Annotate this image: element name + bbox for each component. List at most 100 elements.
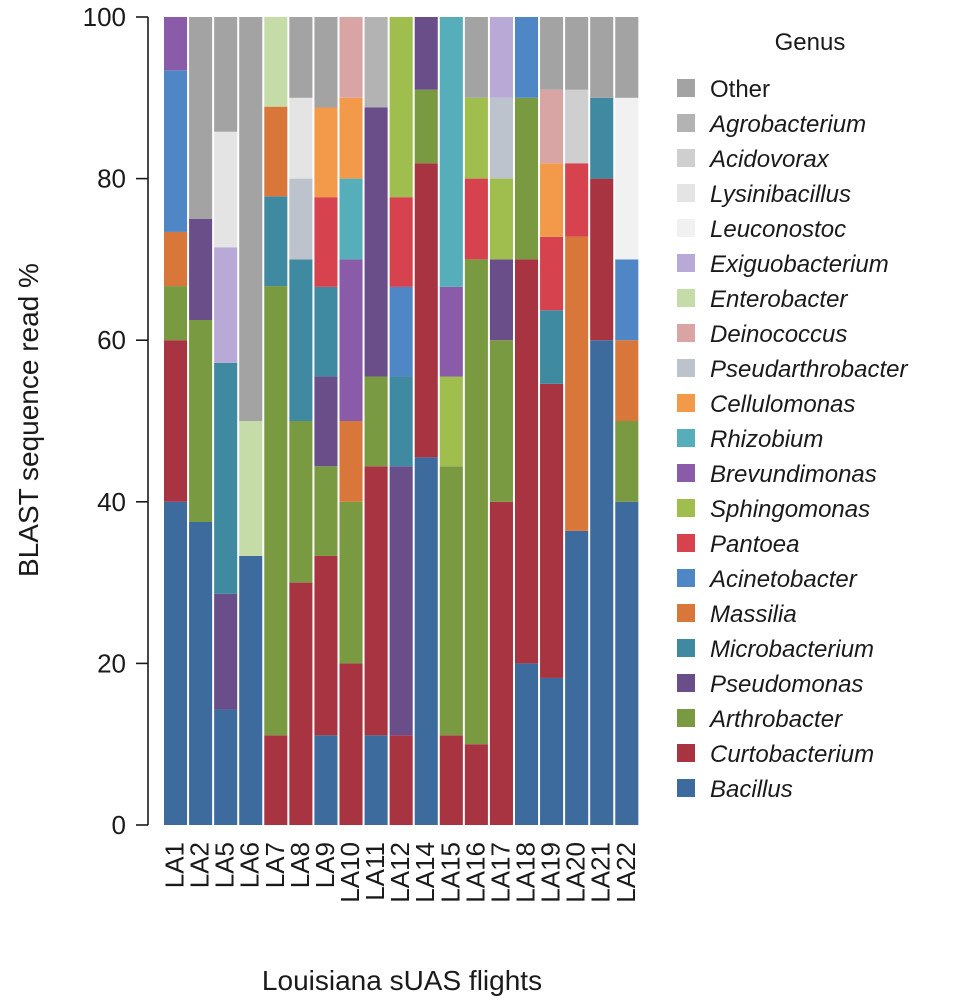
bar-segment-la2-bacillus <box>189 522 213 825</box>
bar-segment-la6-bacillus <box>239 555 263 825</box>
bar-segment-la9-microbacterium <box>314 286 338 377</box>
bar-segment-la15-brevundimonas <box>439 286 463 377</box>
bar-segment-la17-exiguobacterium <box>489 17 513 98</box>
bar-segment-la9-pantoea <box>314 197 338 287</box>
bar-stack-la19 <box>540 17 564 825</box>
legend-label-bacillus: Bacillus <box>710 776 793 803</box>
y-tick-label-60: 60 <box>97 325 126 355</box>
y-tick-label-20: 20 <box>97 648 126 678</box>
legend-item-acidovorax: Acidovorax <box>677 146 830 173</box>
bar-stack-la21 <box>590 17 614 825</box>
bar-segment-la20-massilia <box>565 236 589 531</box>
legend-label-pantoea: Pantoea <box>710 531 799 558</box>
x-tick-label-la15: LA15 <box>435 842 465 903</box>
bar-segment-la8-microbacterium <box>289 259 313 421</box>
bar-stack-la16 <box>464 17 488 825</box>
legend-swatch-microbacterium <box>677 639 695 657</box>
x-tick-label-la14: LA14 <box>410 842 440 903</box>
legend-label-arthrobacter: Arthrobacter <box>708 706 843 733</box>
legend-swatch-sphingomonas <box>677 499 695 517</box>
legend-label-massilia: Massilia <box>710 601 797 628</box>
bar-segment-la22-massilia <box>615 340 639 421</box>
bar-segment-la11-arthrobacter <box>364 376 388 467</box>
legend-label-rhizobium: Rhizobium <box>710 426 823 453</box>
bar-stack-la5 <box>214 17 238 825</box>
x-tick-label-la12: LA12 <box>385 842 415 903</box>
legend-label-exiguobacterium: Exiguobacterium <box>710 251 889 278</box>
bar-segment-la8-curtobacterium <box>289 582 313 825</box>
legend-label-cellulomonas: Cellulomonas <box>710 391 855 418</box>
bar-segment-la8-other <box>289 17 313 98</box>
x-tick-label-la19: LA19 <box>536 842 566 903</box>
x-tick-label-la9: LA9 <box>310 842 340 888</box>
bar-segment-la18-acinetobacter <box>514 17 539 98</box>
bar-segment-la19-curtobacterium <box>540 383 564 678</box>
bar-segment-la12-pseudomonas <box>389 466 413 736</box>
bar-segment-la10-brevundimonas <box>339 259 363 421</box>
bar-segment-la10-curtobacterium <box>339 663 363 825</box>
bar-segment-la5-lysinibacillus <box>214 131 238 248</box>
x-axis: LA1LA2LA5LA6LA7LA8LA9LA10LA11LA12LA14LA1… <box>160 842 641 903</box>
bar-stack-la10 <box>339 17 363 825</box>
bar-segment-la5-microbacterium <box>214 362 238 594</box>
legend-swatch-lysinibacillus <box>677 184 695 202</box>
legend-swatch-exiguobacterium <box>677 254 695 272</box>
bar-segment-la22-bacillus <box>615 501 639 825</box>
bar-segment-la1-bacillus <box>164 501 188 825</box>
x-tick-label-la18: LA18 <box>511 842 541 903</box>
legend-label-leuconostoc: Leuconostoc <box>710 216 846 243</box>
bar-segment-la18-bacillus <box>514 663 539 825</box>
bar-stack-la6 <box>239 17 263 825</box>
bar-segment-la9-pseudomonas <box>314 376 338 467</box>
bar-segment-la1-curtobacterium <box>164 340 188 502</box>
legend-swatch-rhizobium <box>677 429 695 447</box>
bar-stack-la7 <box>264 17 288 825</box>
bar-segment-la12-pantoea <box>389 197 413 287</box>
bar-segment-la8-lysinibacillus <box>289 97 313 179</box>
bar-segment-la15-rhizobium <box>439 17 463 287</box>
legend-item-curtobacterium: Curtobacterium <box>677 741 874 768</box>
x-tick-label-la22: LA22 <box>611 842 641 903</box>
legend-label-acidovorax: Acidovorax <box>708 146 830 173</box>
bar-segment-la5-pseudomonas <box>214 593 238 710</box>
bar-segment-la17-pseudomonas <box>489 259 513 341</box>
bar-segment-la6-other <box>239 17 263 421</box>
x-tick-label-la5: LA5 <box>210 842 240 888</box>
bar-segment-la10-rhizobium <box>339 178 363 260</box>
bar-segment-la19-cellulomonas <box>540 163 564 237</box>
legend-label-curtobacterium: Curtobacterium <box>710 741 874 768</box>
legend-item-acinetobacter: Acinetobacter <box>677 566 858 593</box>
legend-item-arthrobacter: Arthrobacter <box>677 706 843 733</box>
legend-label-pseudarthrobacter: Pseudarthrobacter <box>710 356 908 383</box>
legend-label-deinococcus: Deinococcus <box>710 321 847 348</box>
y-axis-label: BLAST sequence read % <box>13 263 44 577</box>
bar-segment-la12-acinetobacter <box>389 286 413 377</box>
bar-segment-la7-microbacterium <box>264 196 288 287</box>
x-tick-label-la10: LA10 <box>335 842 365 903</box>
legend-swatch-leuconostoc <box>677 219 695 237</box>
legend-label-enterobacter: Enterobacter <box>710 286 848 313</box>
bar-segment-la19-microbacterium <box>540 310 564 384</box>
bar-segment-la10-massilia <box>339 421 363 502</box>
legend-item-rhizobium: Rhizobium <box>677 426 823 453</box>
bar-stack-la8 <box>289 17 313 825</box>
legend-title: Genus <box>775 29 846 56</box>
legend: Genus Other Agrobacterium Acidovorax Lysini… <box>677 29 908 803</box>
bar-segment-la14-arthrobacter <box>414 89 438 164</box>
legend-label-pseudomonas: Pseudomonas <box>710 671 863 698</box>
bar-stack-la11 <box>364 17 388 825</box>
bar-stack-la14 <box>414 17 438 825</box>
bar-segment-la7-arthrobacter <box>264 286 288 736</box>
legend-item-cellulomonas: Cellulomonas <box>677 391 855 418</box>
legend-swatch-bacillus <box>677 779 695 797</box>
x-tick-label-la21: LA21 <box>586 842 616 903</box>
bar-segment-la21-curtobacterium <box>590 178 614 341</box>
bar-segment-la19-deinococcus <box>540 89 564 164</box>
x-tick-label-la6: LA6 <box>235 842 265 888</box>
bar-segment-la11-curtobacterium <box>364 466 388 736</box>
bar-segment-la22-leuconostoc <box>615 97 639 260</box>
bar-segment-la10-deinococcus <box>339 17 363 98</box>
bar-segment-la14-bacillus <box>414 457 438 825</box>
bar-segment-la21-bacillus <box>590 340 614 825</box>
legend-item-massilia: Massilia <box>677 601 797 628</box>
